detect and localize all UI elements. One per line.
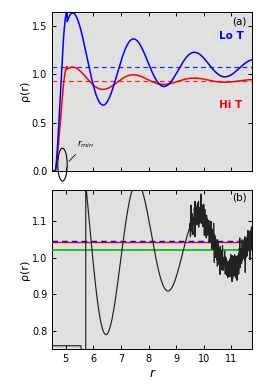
Text: Lo T: Lo T bbox=[219, 31, 244, 41]
Text: (b): (b) bbox=[232, 192, 247, 202]
Y-axis label: ρ(r): ρ(r) bbox=[21, 260, 30, 280]
Text: (a): (a) bbox=[232, 17, 247, 26]
Y-axis label: ρ(r): ρ(r) bbox=[20, 81, 30, 101]
X-axis label: r: r bbox=[150, 367, 155, 380]
Text: $r_{min}$: $r_{min}$ bbox=[69, 138, 94, 161]
Text: Hi T: Hi T bbox=[219, 100, 242, 110]
